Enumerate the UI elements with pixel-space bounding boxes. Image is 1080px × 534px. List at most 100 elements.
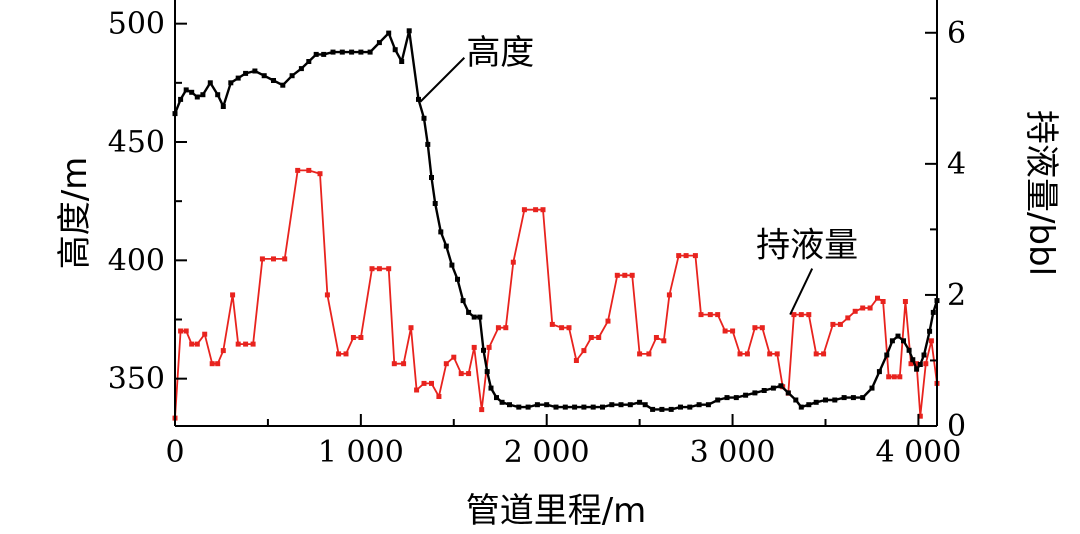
data-point-elevation xyxy=(917,362,923,367)
data-point-elevation xyxy=(261,73,267,79)
data-point-holdup xyxy=(737,351,743,357)
data-point-holdup xyxy=(698,312,704,318)
data-point-holdup xyxy=(336,351,342,357)
data-point-holdup xyxy=(588,335,594,340)
data-point-holdup xyxy=(860,305,866,311)
data-point-elevation xyxy=(860,395,866,401)
data-point-holdup xyxy=(235,341,241,347)
data-point-holdup xyxy=(914,361,920,367)
data-point-elevation xyxy=(200,92,206,98)
data-point-holdup xyxy=(324,292,330,298)
data-point-elevation xyxy=(392,47,398,53)
data-point-holdup xyxy=(358,335,364,340)
data-point-holdup xyxy=(317,171,323,177)
data-point-holdup xyxy=(661,338,667,344)
series-holdup xyxy=(172,167,940,421)
y-axis-left-title: 高度/m xyxy=(55,157,95,270)
data-point-holdup xyxy=(707,312,713,318)
data-point-elevation xyxy=(455,276,460,282)
x-axis-title: 管道里程/m xyxy=(466,491,647,531)
data-point-elevation xyxy=(471,314,477,320)
data-point-elevation xyxy=(349,49,355,55)
data-point-holdup xyxy=(479,407,485,413)
data-point-holdup xyxy=(408,325,414,331)
data-point-elevation xyxy=(534,402,540,408)
data-point-elevation xyxy=(313,51,319,57)
data-point-holdup xyxy=(637,351,643,357)
data-point-holdup xyxy=(759,325,765,331)
data-point-holdup xyxy=(897,374,903,380)
x-tick-label: 4 000 xyxy=(875,435,961,470)
data-point-elevation xyxy=(869,385,875,391)
data-point-elevation xyxy=(499,399,505,405)
data-point-holdup xyxy=(886,374,892,380)
data-point-holdup xyxy=(605,318,611,324)
data-point-elevation xyxy=(421,115,427,121)
data-point-holdup xyxy=(867,305,873,311)
data-point-holdup xyxy=(209,361,215,367)
y-right-tick-label: 6 xyxy=(947,16,966,51)
data-point-holdup xyxy=(614,272,620,278)
data-point-holdup xyxy=(646,351,652,357)
series-line-holdup xyxy=(174,169,938,419)
data-point-elevation xyxy=(280,82,286,88)
data-point-elevation xyxy=(330,49,336,55)
data-point-holdup xyxy=(429,380,434,386)
data-point-holdup xyxy=(250,341,256,347)
plot-area xyxy=(172,28,940,421)
data-point-elevation xyxy=(678,404,683,410)
data-point-elevation xyxy=(930,309,936,315)
data-point-elevation xyxy=(516,404,522,410)
data-point-elevation xyxy=(183,87,189,93)
data-point-elevation xyxy=(724,395,730,401)
data-point-holdup xyxy=(471,344,477,350)
x-tick-label: 0 xyxy=(165,435,184,470)
data-point-holdup xyxy=(880,299,886,304)
data-point-holdup xyxy=(306,167,312,173)
data-point-elevation xyxy=(895,333,901,339)
data-point-elevation xyxy=(914,366,920,372)
data-point-elevation xyxy=(770,385,776,391)
data-point-holdup xyxy=(752,325,758,331)
data-point-holdup xyxy=(510,259,516,265)
data-point-elevation xyxy=(901,338,906,344)
x-tick-label: 1 000 xyxy=(318,435,404,470)
data-point-holdup xyxy=(845,315,851,321)
data-point-holdup xyxy=(581,348,587,354)
data-point-elevation xyxy=(306,59,312,64)
data-point-elevation xyxy=(627,402,633,408)
data-point-holdup xyxy=(813,351,819,357)
data-point-elevation xyxy=(544,402,550,408)
data-point-elevation xyxy=(743,392,749,398)
data-point-holdup xyxy=(806,312,812,318)
data-point-elevation xyxy=(910,357,916,363)
data-point-holdup xyxy=(629,272,635,278)
data-point-elevation xyxy=(215,92,221,98)
data-point-holdup xyxy=(902,299,908,304)
data-point-elevation xyxy=(271,78,276,83)
data-point-holdup xyxy=(540,207,546,213)
data-point-holdup xyxy=(837,321,843,327)
data-point-elevation xyxy=(416,96,421,102)
data-point-holdup xyxy=(350,335,356,340)
data-point-holdup xyxy=(830,321,836,327)
data-point-holdup xyxy=(503,325,509,331)
data-point-elevation xyxy=(705,402,711,408)
data-point-elevation xyxy=(761,388,767,393)
data-point-holdup xyxy=(596,335,602,340)
data-point-elevation xyxy=(927,328,933,334)
data-point-elevation xyxy=(906,347,912,353)
data-point-holdup xyxy=(722,328,728,334)
data-point-holdup xyxy=(295,167,301,173)
data-point-holdup xyxy=(791,312,797,318)
data-point-elevation xyxy=(406,28,412,34)
data-point-holdup xyxy=(401,361,407,367)
data-point-elevation xyxy=(339,49,345,55)
data-point-elevation xyxy=(481,347,486,353)
data-point-holdup xyxy=(466,371,472,377)
data-point-holdup xyxy=(376,266,382,272)
y-left-tick-label: 450 xyxy=(108,125,165,160)
data-point-elevation xyxy=(438,229,444,235)
data-point-holdup xyxy=(908,361,914,367)
